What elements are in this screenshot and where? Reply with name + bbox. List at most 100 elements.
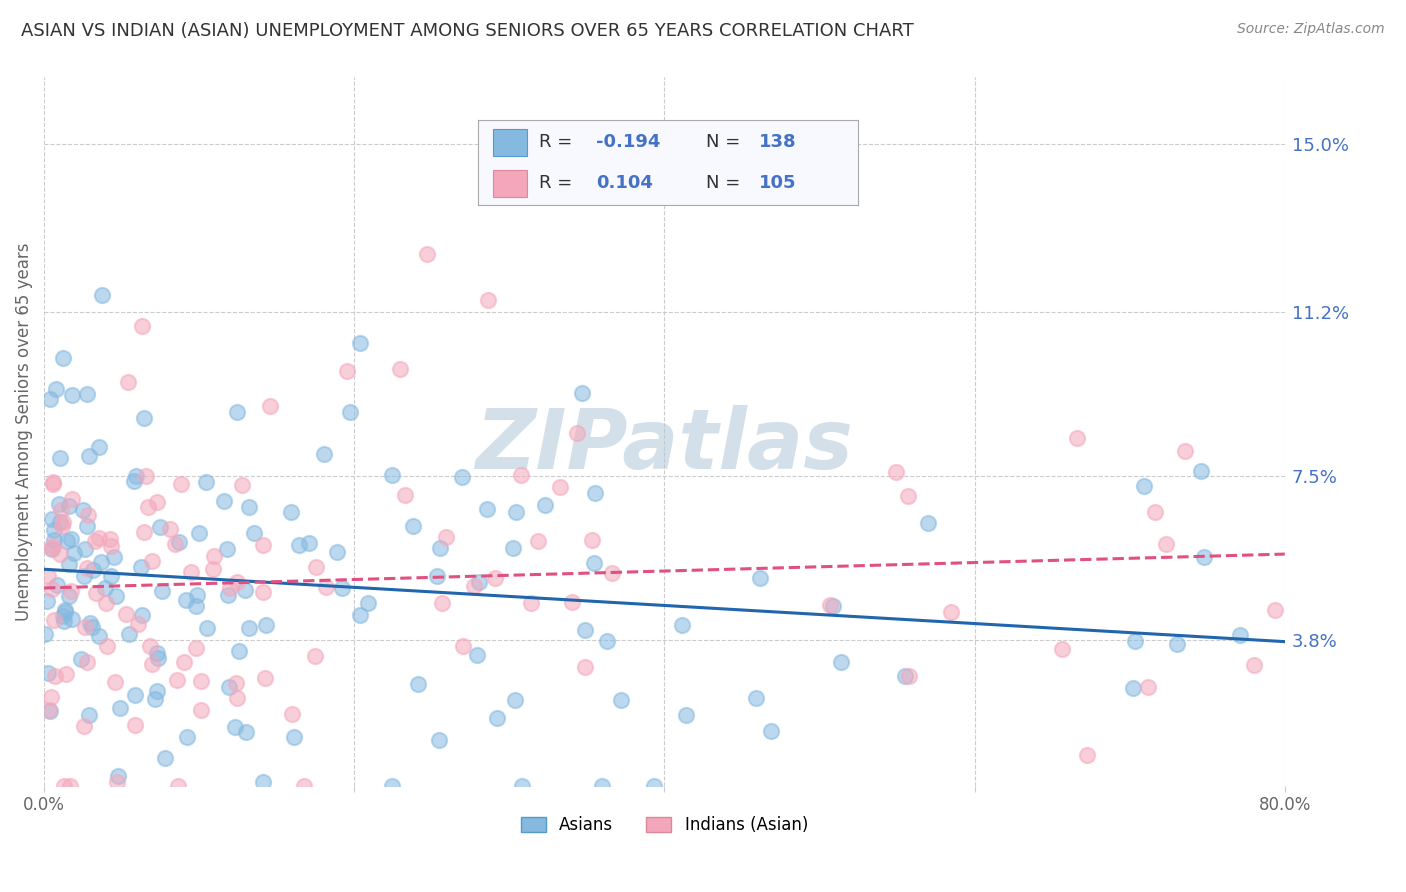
Point	[402, 519, 425, 533]
Point	[42, 524, 65, 538]
Point	[219, 581, 242, 595]
Point	[42, 613, 65, 627]
Point	[89, 441, 111, 455]
Point	[477, 293, 499, 307]
Point	[122, 475, 145, 489]
Point	[602, 566, 624, 581]
Point	[52, 351, 75, 366]
Point	[51, 518, 73, 533]
Point	[127, 617, 149, 632]
Point	[107, 769, 129, 783]
Point	[430, 596, 453, 610]
Point	[898, 669, 921, 683]
Point	[39, 690, 62, 705]
Point	[52, 515, 75, 529]
Point	[166, 673, 188, 687]
Point	[37, 568, 59, 582]
Point	[218, 680, 240, 694]
Point	[894, 668, 917, 682]
Point	[52, 608, 75, 623]
Point	[336, 364, 359, 378]
Point	[526, 534, 548, 549]
Point	[427, 733, 450, 747]
Point	[53, 605, 76, 619]
Point	[136, 500, 159, 514]
Point	[117, 375, 139, 389]
Text: Source: ZipAtlas.com: Source: ZipAtlas.com	[1237, 22, 1385, 37]
Point	[280, 706, 302, 721]
Point	[129, 559, 152, 574]
Point	[315, 580, 337, 594]
Point	[1229, 627, 1251, 641]
Point	[87, 629, 110, 643]
Point	[217, 541, 239, 556]
Point	[253, 671, 276, 685]
Point	[583, 486, 606, 500]
Point	[173, 655, 195, 669]
Point	[41, 539, 63, 553]
Point	[238, 500, 260, 514]
Point	[91, 288, 114, 302]
Point	[565, 426, 588, 441]
Point	[108, 701, 131, 715]
Point	[1125, 633, 1147, 648]
Point	[280, 505, 302, 519]
Point	[749, 571, 772, 585]
Point	[58, 589, 80, 603]
Point	[159, 523, 181, 537]
Point	[610, 693, 633, 707]
Point	[1243, 658, 1265, 673]
Point	[105, 589, 128, 603]
Point	[475, 501, 498, 516]
Point	[131, 318, 153, 333]
Point	[451, 639, 474, 653]
Point	[228, 643, 250, 657]
Point	[42, 533, 65, 548]
Point	[90, 555, 112, 569]
Point	[124, 717, 146, 731]
Point	[1136, 681, 1159, 695]
Point	[60, 612, 83, 626]
Point	[131, 608, 153, 623]
Point	[76, 387, 98, 401]
Point	[139, 639, 162, 653]
Point	[84, 534, 107, 549]
Point	[394, 488, 416, 502]
Point	[1052, 641, 1074, 656]
Point	[643, 779, 665, 793]
Point	[509, 467, 531, 482]
Point	[49, 548, 72, 562]
Point	[1264, 603, 1286, 617]
Point	[37, 666, 59, 681]
Point	[292, 779, 315, 793]
Point	[252, 585, 274, 599]
Text: ASIAN VS INDIAN (ASIAN) UNEMPLOYMENT AMONG SENIORS OVER 65 YEARS CORRELATION CHA: ASIAN VS INDIAN (ASIAN) UNEMPLOYMENT AMO…	[21, 22, 914, 40]
Point	[79, 615, 101, 630]
Point	[238, 621, 260, 635]
Point	[82, 562, 104, 576]
Point	[75, 620, 97, 634]
Point	[141, 657, 163, 671]
Point	[830, 655, 852, 669]
Point	[1066, 431, 1088, 445]
Point	[217, 588, 239, 602]
Point	[77, 508, 100, 523]
Point	[104, 674, 127, 689]
Point	[34, 627, 56, 641]
Point	[484, 571, 506, 585]
Point	[105, 775, 128, 789]
Point	[1154, 537, 1177, 551]
Point	[548, 479, 571, 493]
Point	[1132, 479, 1154, 493]
Point	[44, 669, 66, 683]
Point	[1192, 549, 1215, 564]
Point	[60, 492, 83, 507]
Point	[534, 499, 557, 513]
Point	[146, 650, 169, 665]
Point	[821, 599, 844, 614]
Point	[170, 477, 193, 491]
Point	[512, 779, 534, 793]
Point	[212, 494, 235, 508]
Point	[72, 569, 94, 583]
Point	[73, 719, 96, 733]
